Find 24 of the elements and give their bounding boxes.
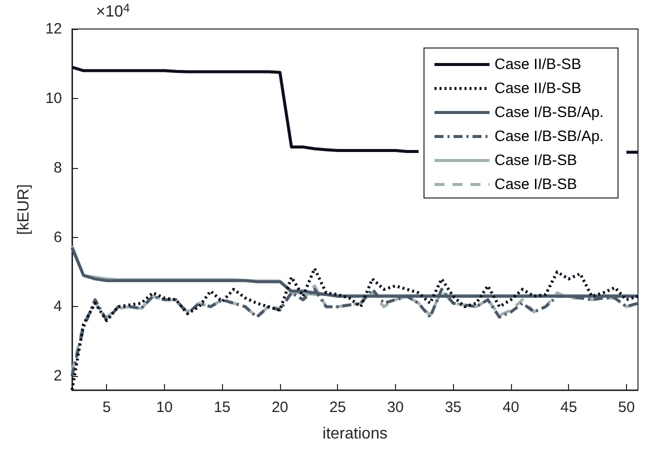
x-tick-label: 10 [156,399,173,416]
y-tick-label: 12 [45,20,62,38]
x-tick-label: 5 [102,399,111,416]
legend-label: Case II/B-SB [494,56,582,73]
x-axis-title: iterations [322,426,388,442]
y-tick-label: 10 [45,90,62,107]
y-axis-title: [kEUR] [16,184,32,235]
x-tick-label: 40 [502,399,520,416]
x-tick-label: 20 [272,399,288,416]
y-tick-label: 4 [54,298,62,316]
x-tick-label: 15 [214,399,231,416]
y-tick-label: 6 [54,228,62,246]
x-tick-label: 30 [387,399,404,416]
legend-label: Case I/B-SB [494,152,578,169]
y-tick-label: 8 [54,159,62,176]
legend-label: Case I/B-SB [494,176,578,193]
x-tick-label: 45 [560,399,578,416]
legend-label: Case II/B-SB [494,80,582,97]
legend-label: Case I/B-SB/Ap. [494,104,604,121]
y-tick-label: 2 [54,368,62,385]
x-tick-label: 50 [618,399,635,416]
x-tick-label: 35 [444,399,462,416]
legend-label: Case I/B-SB/Ap. [494,128,604,145]
x-tick-label: 25 [329,399,346,416]
